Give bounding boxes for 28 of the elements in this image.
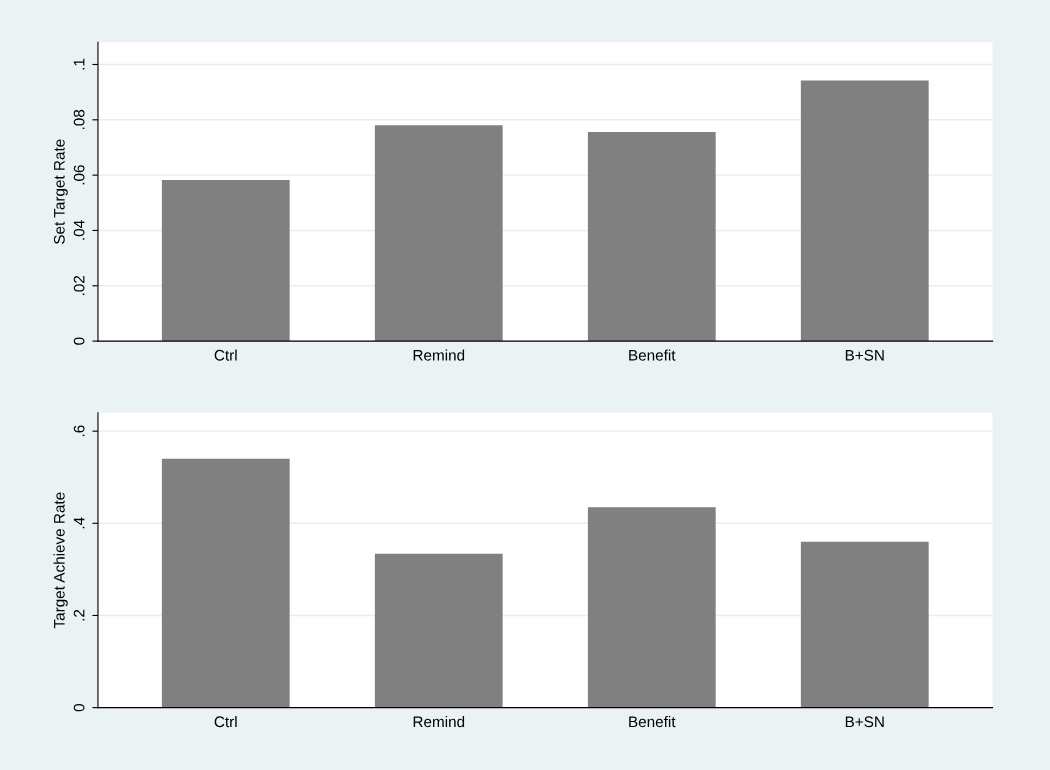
x-tick-label: B+SN: [845, 349, 884, 361]
bar: [161, 180, 290, 342]
x-tick-label: Benefit: [629, 715, 676, 728]
y-tick-label: .02: [73, 275, 85, 296]
x-tick-label: Benefit: [629, 349, 676, 361]
y-tick-label: .2: [73, 609, 85, 621]
y-tick-label: 0: [73, 703, 85, 712]
y-tick-label: .04: [73, 220, 85, 240]
y-tick-label: .1: [73, 58, 85, 70]
bar: [374, 553, 503, 708]
y-tick-label: .6: [73, 425, 85, 437]
bar: [800, 541, 929, 708]
x-tick-label: B+SN: [845, 716, 884, 728]
y-tick-label: .06: [73, 165, 85, 185]
y-tick-label: 0: [73, 337, 85, 345]
y-axis-title: Target Achieve Rate: [53, 492, 68, 629]
bar: [161, 458, 290, 708]
bar: [374, 125, 503, 342]
y-tick-label: .08: [73, 109, 85, 130]
x-tick-label: Remind: [413, 349, 465, 361]
bar: [587, 507, 716, 708]
x-tick-label: Ctrl: [214, 349, 237, 361]
bar: [587, 131, 716, 342]
y-axis-title: Set Target Rate: [53, 139, 68, 244]
x-tick-label: Remind: [413, 715, 465, 728]
x-tick-label: Ctrl: [214, 715, 237, 728]
y-tick-label: .4: [73, 517, 85, 529]
bar: [800, 80, 929, 342]
